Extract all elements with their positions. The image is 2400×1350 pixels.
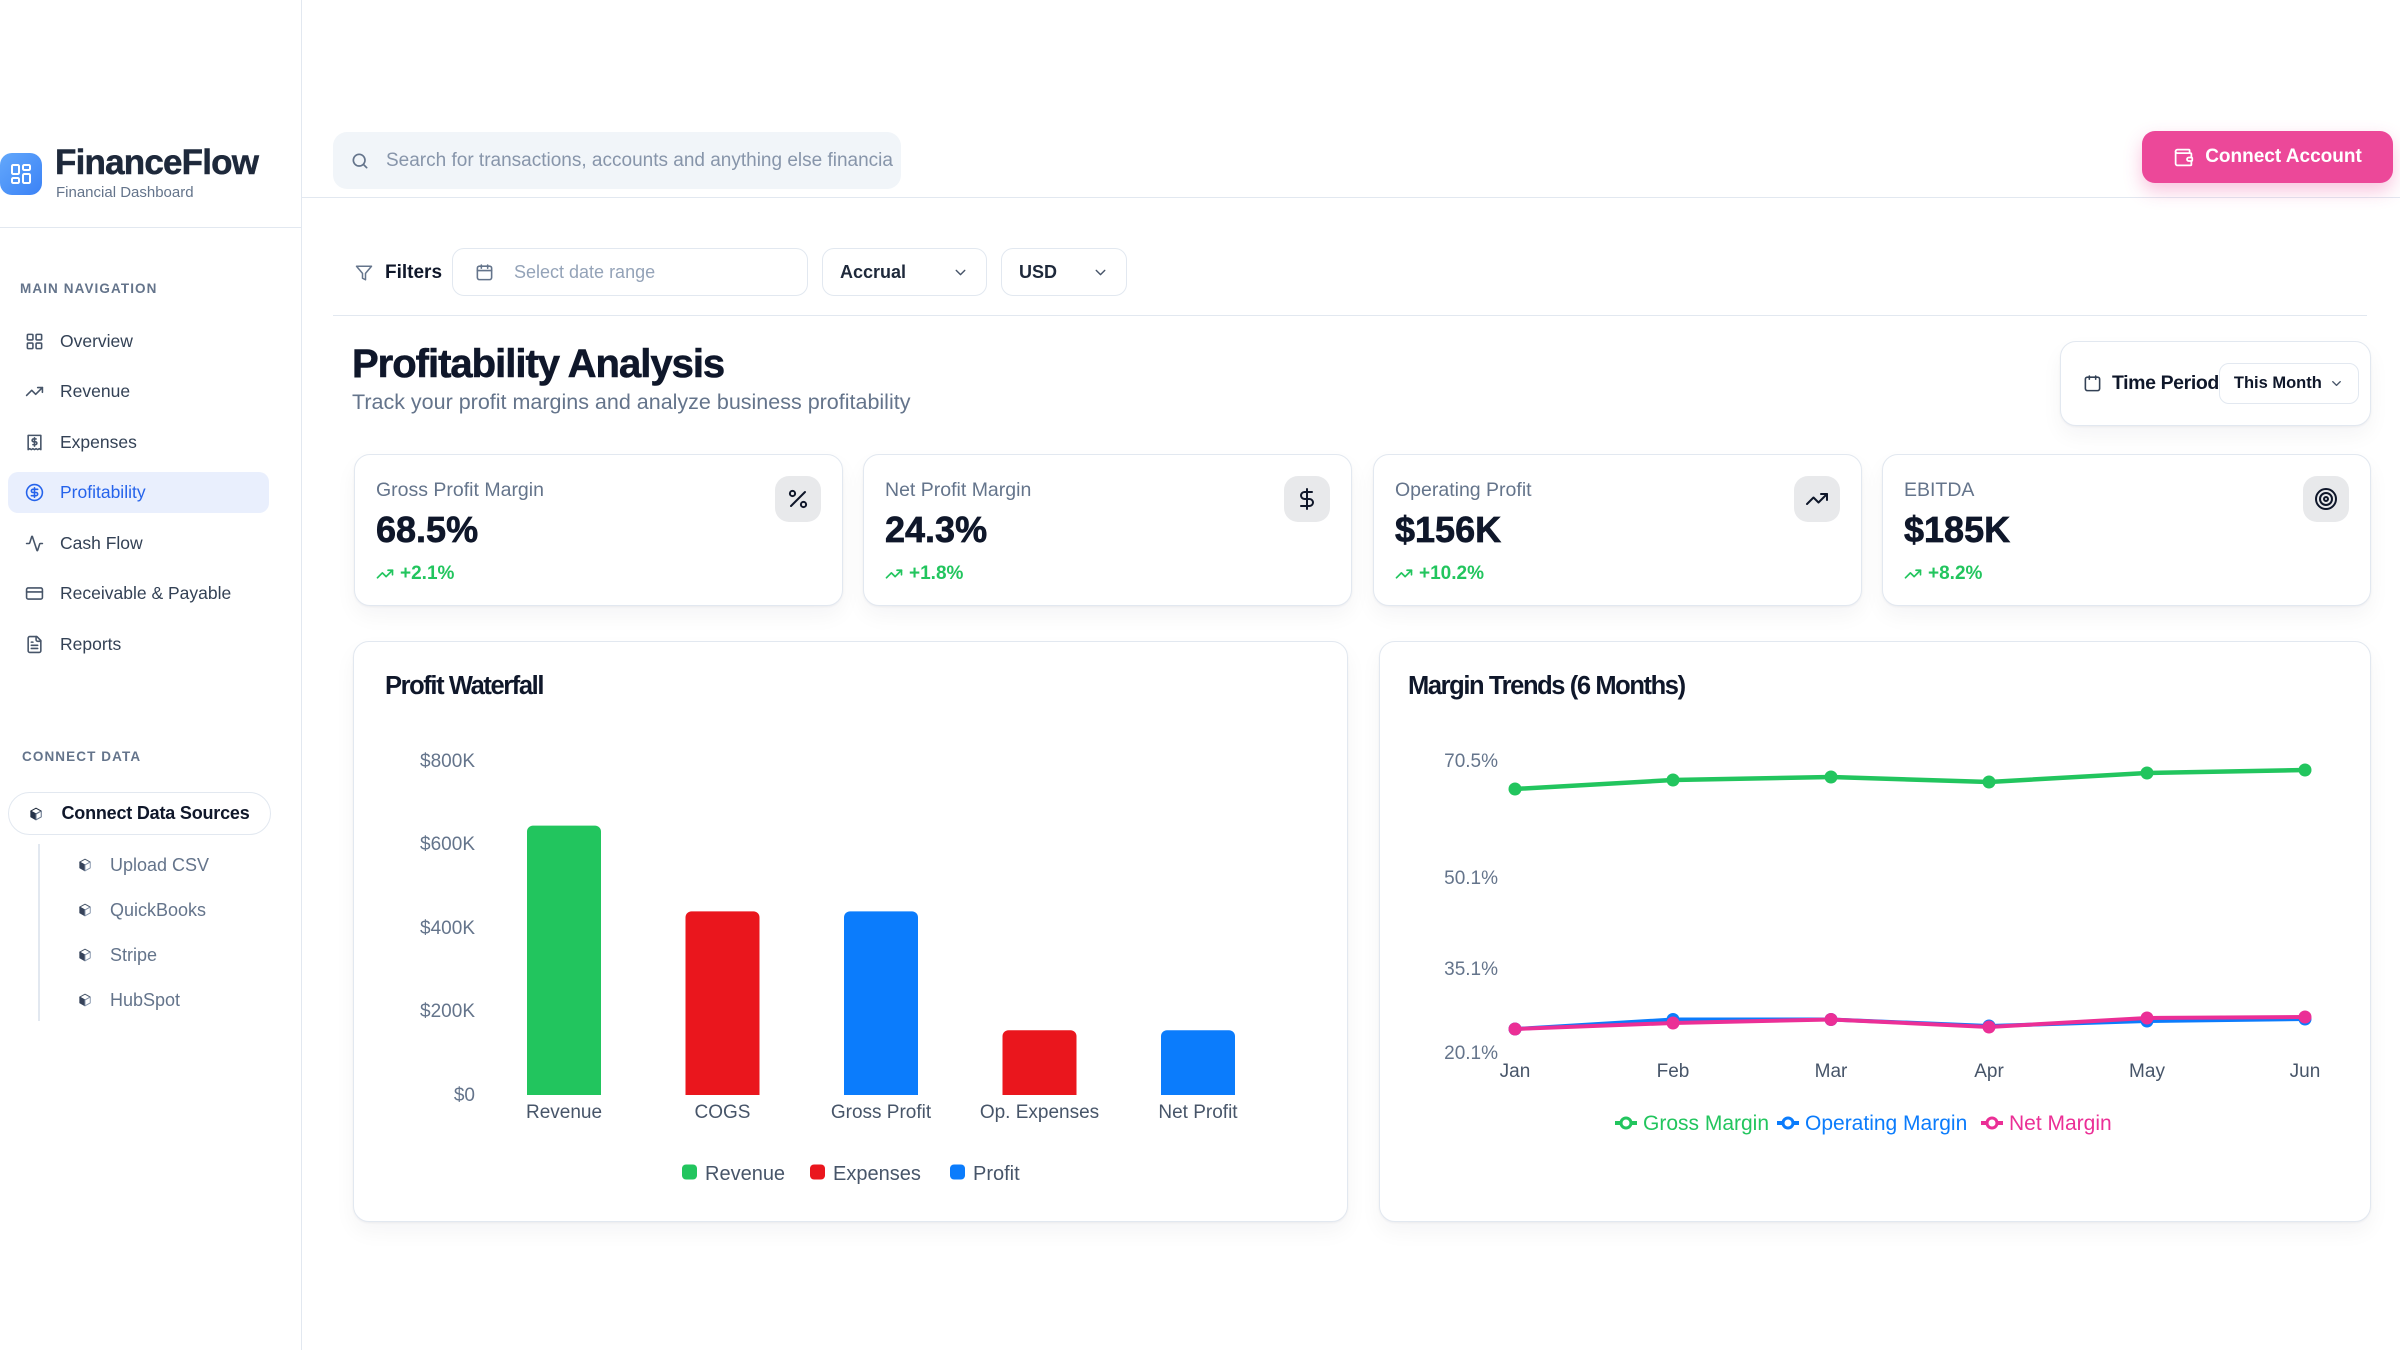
svg-text:Net Profit: Net Profit	[1158, 1102, 1238, 1123]
svg-text:20.1%: 20.1%	[1444, 1043, 1498, 1064]
svg-text:$800K: $800K	[420, 751, 475, 772]
svg-text:70.5%: 70.5%	[1444, 751, 1498, 772]
svg-text:COGS: COGS	[695, 1102, 751, 1123]
svg-text:50.1%: 50.1%	[1444, 868, 1498, 889]
svg-text:$400K: $400K	[420, 918, 475, 939]
svg-text:Operating Margin: Operating Margin	[1805, 1112, 1967, 1135]
svg-text:Net Margin: Net Margin	[2009, 1112, 2112, 1135]
svg-text:Gross Profit: Gross Profit	[831, 1102, 932, 1123]
svg-text:$600K: $600K	[420, 834, 475, 855]
svg-text:Gross Margin: Gross Margin	[1643, 1112, 1769, 1135]
svg-text:Jun: Jun	[2290, 1061, 2321, 1082]
svg-text:Feb: Feb	[1657, 1061, 1690, 1082]
svg-text:Revenue: Revenue	[526, 1102, 602, 1123]
svg-text:May: May	[2129, 1061, 2165, 1082]
svg-text:Revenue: Revenue	[705, 1163, 785, 1185]
svg-text:Mar: Mar	[1815, 1061, 1848, 1082]
svg-text:35.1%: 35.1%	[1444, 959, 1498, 980]
svg-text:$200K: $200K	[420, 1001, 475, 1022]
svg-text:Apr: Apr	[1974, 1061, 2004, 1082]
svg-text:Jan: Jan	[1500, 1061, 1531, 1082]
svg-text:Expenses: Expenses	[833, 1163, 921, 1185]
svg-text:Profit: Profit	[973, 1163, 1020, 1185]
svg-text:$0: $0	[454, 1085, 475, 1106]
svg-text:Op. Expenses: Op. Expenses	[980, 1102, 1099, 1123]
